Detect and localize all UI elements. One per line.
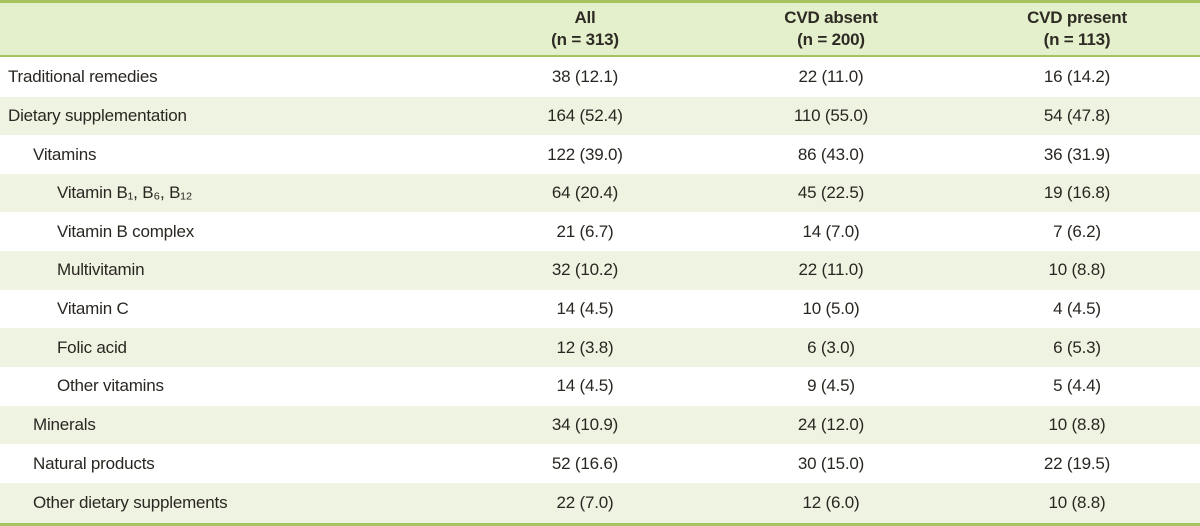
row-label: Traditional remedies: [8, 66, 158, 86]
cell-cvd-present: 16 (14.2): [1043, 66, 1111, 86]
cell-cvd-absent: 45 (22.5): [708, 173, 954, 213]
col-header-cvd-absent-n: (n = 200): [797, 30, 865, 49]
header-row: All (n = 313) CVD absent (n = 200) CVD p…: [0, 1, 1200, 57]
cell-all: 38 (12.1): [551, 66, 619, 86]
cell-cvd-absent: 30 (15.0): [797, 453, 865, 473]
cell-cvd-present: 4 (4.5): [1053, 299, 1101, 318]
row-multivitamin: Multivitamin 32 (10.2) 22 (11.0) 10 (8.8…: [0, 251, 1200, 290]
col-header-cvd-present-label: CVD present: [1027, 8, 1127, 27]
cell-cvd-present: 54 (47.8): [954, 96, 1200, 136]
cell-cvd-present: 6 (5.3): [954, 328, 1200, 367]
cell-all: 21 (6.7): [556, 221, 614, 241]
row-natural-products: Natural products 52 (16.6) 30 (15.0) 22 …: [0, 444, 1200, 483]
row-label: Other vitamins: [57, 376, 164, 396]
cell-cvd-present: 5 (4.4): [1053, 376, 1101, 396]
row-label: Vitamin B complex: [57, 221, 195, 241]
cell-all: 22 (7.0): [462, 482, 708, 525]
row-traditional-remedies: Traditional remedies 38 (12.1) 22 (11.0)…: [0, 56, 1200, 97]
cell-cvd-absent: 10 (5.0): [802, 299, 860, 318]
row-vitamin-c: Vitamin C 14 (4.5) 10 (5.0) 4 (4.5): [0, 290, 1200, 329]
cell-cvd-absent: 9 (4.5): [807, 376, 855, 396]
cell-cvd-present: 10 (8.8): [954, 405, 1200, 445]
row-label: Minerals: [0, 405, 462, 445]
row-label: Other dietary supplements: [0, 482, 462, 525]
cell-all: 14 (4.5): [556, 299, 614, 318]
cell-cvd-absent: 12 (6.0): [708, 482, 954, 525]
row-label: Vitamin C: [57, 299, 129, 318]
cell-all: 14 (4.5): [556, 376, 614, 396]
col-header-all: All (n = 313): [462, 1, 708, 57]
row-label: Multivitamin: [0, 251, 462, 290]
cell-cvd-absent: 6 (3.0): [708, 328, 954, 367]
col-header-cvd-present: CVD present (n = 113): [954, 1, 1200, 57]
cell-cvd-absent: 22 (11.0): [798, 66, 864, 86]
cell-cvd-present: 10 (8.8): [954, 482, 1200, 525]
cell-cvd-present: 7 (6.2): [1053, 221, 1101, 241]
cell-all: 164 (52.4): [462, 96, 708, 136]
cell-cvd-present: 22 (19.5): [1043, 453, 1111, 473]
cell-cvd-absent: 22 (11.0): [708, 251, 954, 290]
col-header-cvd-absent: CVD absent (n = 200): [708, 1, 954, 57]
row-label: Vitamin B₁, B₆, B₁₂: [0, 173, 462, 213]
cell-cvd-present: 10 (8.8): [954, 251, 1200, 290]
cell-all: 64 (20.4): [462, 173, 708, 213]
col-header-all-n: (n = 313): [551, 30, 619, 49]
cell-all: 12 (3.8): [462, 328, 708, 367]
cell-cvd-absent: 14 (7.0): [802, 221, 860, 241]
cell-all: 34 (10.9): [462, 405, 708, 445]
row-label: Natural products: [33, 453, 155, 473]
row-vitamin-b1-b6-b12: Vitamin B₁, B₆, B₁₂ 64 (20.4) 45 (22.5) …: [0, 173, 1200, 213]
cell-all: 32 (10.2): [462, 251, 708, 290]
cell-cvd-present: 36 (31.9): [1043, 144, 1111, 164]
cell-all: 122 (39.0): [547, 144, 623, 164]
cell-cvd-absent: 86 (43.0): [797, 144, 865, 164]
row-minerals: Minerals 34 (10.9) 24 (12.0) 10 (8.8): [0, 405, 1200, 445]
row-label: Folic acid: [0, 328, 462, 367]
cell-all: 52 (16.6): [551, 453, 619, 473]
row-label: Vitamins: [33, 144, 97, 164]
row-vitamins: Vitamins 122 (39.0) 86 (43.0) 36 (31.9): [0, 135, 1200, 174]
row-other-vitamins: Other vitamins 14 (4.5) 9 (4.5) 5 (4.4): [0, 367, 1200, 406]
row-label: Dietary supplementation: [0, 96, 462, 136]
col-header-cvd-present-n: (n = 113): [1043, 30, 1111, 49]
col-header-all-label: All: [574, 8, 596, 27]
cell-cvd-present: 19 (16.8): [954, 173, 1200, 213]
row-folic-acid: Folic acid 12 (3.8) 6 (3.0) 6 (5.3): [0, 328, 1200, 367]
row-dietary-supplementation: Dietary supplementation 164 (52.4) 110 (…: [0, 96, 1200, 136]
corner-cell: [0, 1, 462, 57]
row-other-dietary-supplements: Other dietary supplements 22 (7.0) 12 (6…: [0, 482, 1200, 525]
col-header-cvd-absent-label: CVD absent: [784, 8, 878, 27]
cell-cvd-absent: 24 (12.0): [708, 405, 954, 445]
row-vitamin-b-complex: Vitamin B complex 21 (6.7) 14 (7.0) 7 (6…: [0, 212, 1200, 251]
cell-cvd-absent: 110 (55.0): [708, 96, 954, 136]
